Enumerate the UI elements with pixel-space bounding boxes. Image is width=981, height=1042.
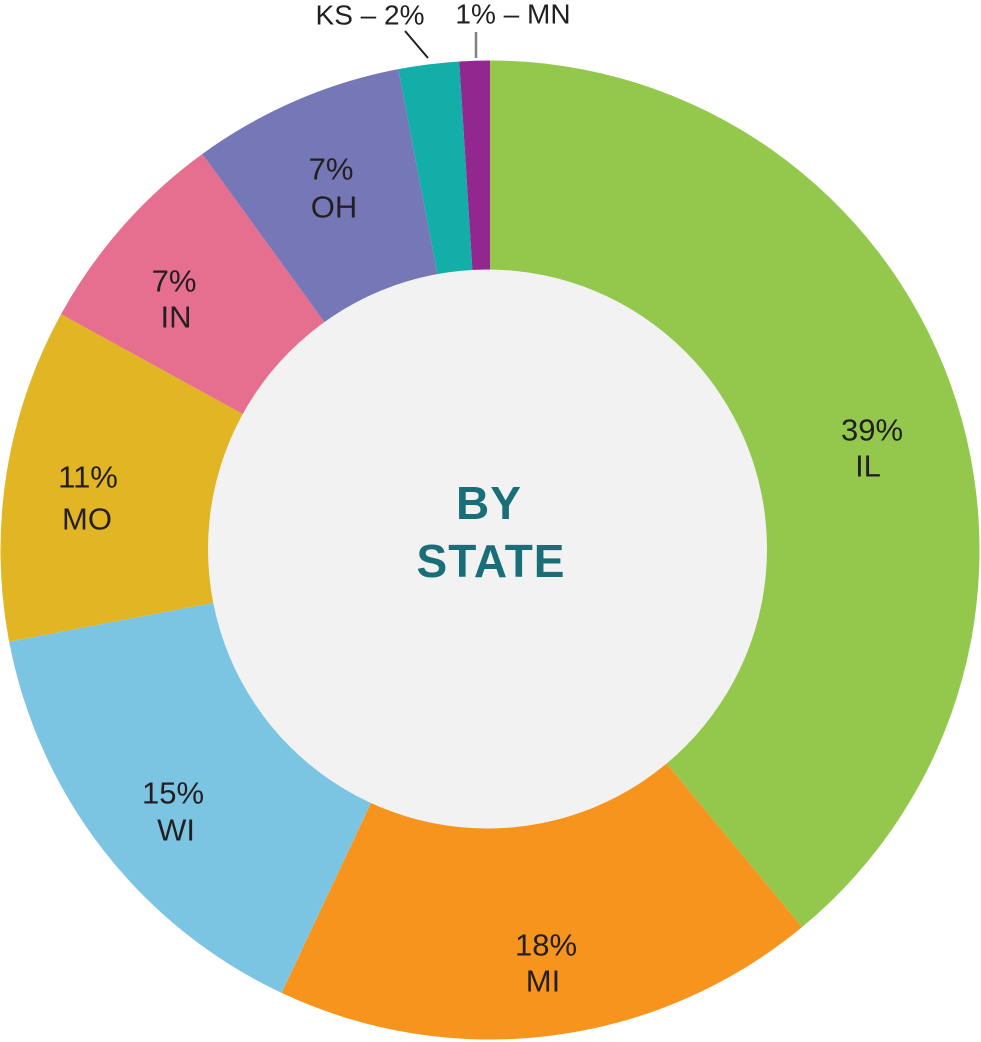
svg-text:15%: 15% <box>142 776 204 811</box>
svg-text:STATE: STATE <box>417 535 566 587</box>
svg-text:39%: 39% <box>841 413 903 448</box>
svg-text:7%: 7% <box>309 152 354 187</box>
svg-text:OH: OH <box>311 190 358 225</box>
svg-text:IL: IL <box>855 449 881 484</box>
svg-text:MI: MI <box>526 964 560 999</box>
svg-text:KS – 2%: KS – 2% <box>316 0 425 31</box>
svg-text:11%: 11% <box>58 460 118 495</box>
svg-text:18%: 18% <box>515 928 577 963</box>
svg-text:1% – MN: 1% – MN <box>455 0 570 30</box>
svg-text:WI: WI <box>157 813 195 848</box>
svg-text:IN: IN <box>161 300 192 335</box>
svg-text:BY: BY <box>456 477 522 529</box>
svg-text:MO: MO <box>62 502 112 537</box>
svg-text:7%: 7% <box>152 264 197 299</box>
